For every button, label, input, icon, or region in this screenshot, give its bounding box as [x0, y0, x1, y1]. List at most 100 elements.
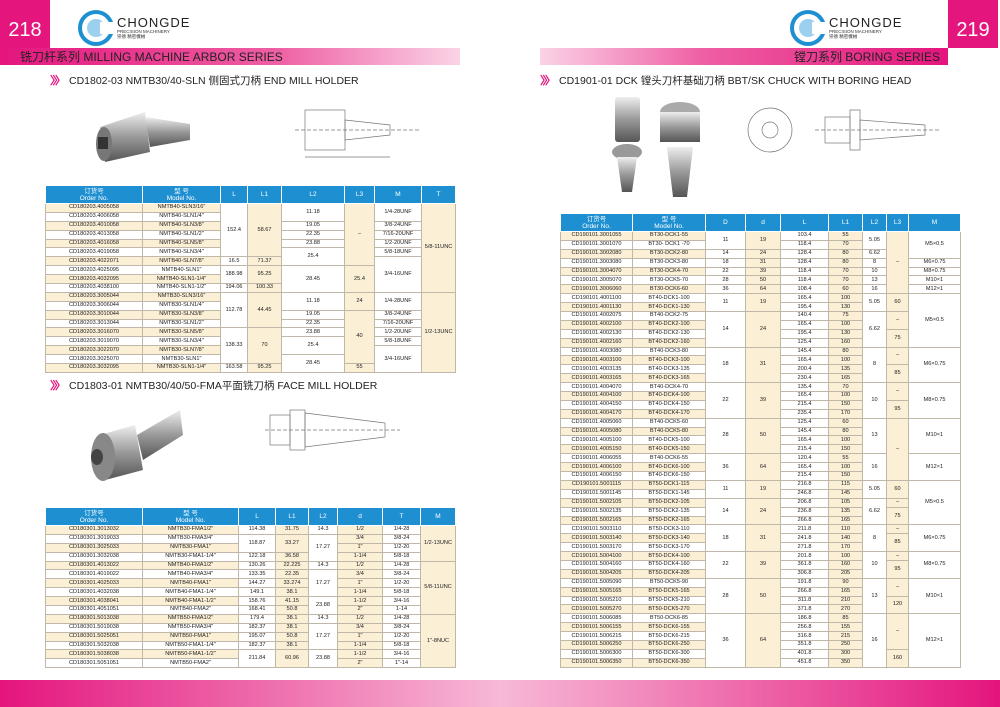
spec-cell: 16	[862, 613, 887, 668]
logo-zh: 崇德 精密機械	[829, 34, 858, 39]
spec-cell: 5/8-11UNC	[421, 203, 456, 293]
spec-cell: 22	[705, 551, 746, 579]
order-no-cell: CD180203.3010044	[45, 309, 143, 320]
spec-cell: 95.25	[247, 265, 282, 285]
table-row: CD180301.3032038 NMTB30-FMA1-1/4" 122.18 36…	[45, 551, 456, 562]
table-row: CD190101.5006350 BT50-DCK6-350 451.8 350	[560, 657, 961, 668]
model-no-cell: BT40-DCK2-130	[632, 328, 706, 339]
spec-cell: 60.96	[275, 649, 309, 669]
spec-cell: 24	[745, 311, 781, 348]
order-no-cell: CD190101.5004100	[560, 551, 633, 561]
logo-icon	[78, 10, 114, 46]
spec-cell: 371.8	[780, 604, 829, 615]
spec-cell: 38.1	[275, 587, 309, 598]
spec-cell: 17.27	[308, 569, 338, 598]
spec-cell: 28	[705, 577, 746, 615]
order-no-cell: CD190101.3005070	[560, 275, 633, 286]
spec-cell: 22.35	[275, 569, 309, 580]
spec-cell: 200.4	[780, 364, 829, 375]
spec-cell: 186.8	[780, 613, 829, 624]
spec-cell: 5/8-18	[382, 551, 421, 562]
order-no-cell: CD190101.4006100	[560, 462, 633, 473]
column-header-en: L2	[870, 219, 879, 226]
model-no-cell: NMTB30-SLN1/2"	[142, 318, 221, 329]
spec-cell: 31	[745, 257, 781, 268]
spec-cell: 19	[745, 293, 781, 313]
spec-cell: 1"-14	[382, 658, 421, 669]
face-mill-holder-image	[91, 410, 183, 481]
model-no-cell: BT50-DCK4-160	[632, 559, 706, 570]
spec-cell: 64	[745, 453, 781, 481]
table-row: CD190101.5006250 BT50-DCK6-250 351.8 250	[560, 639, 961, 650]
order-no-cell: CD180301.3025033	[45, 542, 143, 553]
spec-cell: 152.4	[220, 202, 248, 258]
face-mill-holder-drawing	[265, 409, 400, 451]
spec-cell: –	[344, 202, 375, 267]
spec-cell: 60	[828, 284, 863, 295]
model-no-cell: NMTB30-FMA1-1/4"	[142, 551, 239, 562]
spec-cell: 120.4	[780, 453, 829, 464]
spec-cell: 300	[828, 648, 863, 659]
spec-cell: 7/16-20UNF	[374, 318, 422, 329]
column-header: d	[337, 507, 383, 526]
spec-cell: 145.4	[780, 346, 829, 357]
spec-cell: M8×0.75	[908, 551, 961, 579]
spec-cell: 256.8	[780, 622, 829, 633]
spec-cell: 160	[828, 559, 863, 570]
spec-cell: 55	[828, 231, 863, 241]
spec-cell: 50.8	[275, 605, 309, 615]
column-header-en: Order No.	[79, 194, 109, 202]
column-header-zh: 型 号	[661, 215, 677, 223]
spec-cell: M6×0.75	[908, 346, 961, 384]
spec-cell: 1/4-28UNF	[374, 203, 422, 222]
spec-cell: 55	[344, 363, 375, 373]
spec-cell: 36.58	[275, 551, 309, 562]
spec-cell: 165.4	[780, 391, 829, 401]
table-row: CD180203.4038100 NMTB40-SLN1-1/2" 194.06 10…	[45, 283, 456, 293]
spec-cell: 1"	[337, 578, 383, 589]
model-no-cell: BT40-DCK4-100	[632, 391, 706, 401]
order-no-cell: CD180203.3019070	[45, 336, 143, 347]
spec-cell: M5×0.5	[908, 479, 961, 526]
order-no-cell: CD190101.3004070	[560, 266, 633, 277]
spec-cell: 165.4	[780, 462, 829, 473]
model-no-cell: BT30-DCK6-60	[632, 284, 706, 295]
column-header: d	[745, 213, 781, 232]
column-header-zh: 型 号	[174, 187, 189, 195]
model-no-cell: BT50-DCK5-270	[632, 604, 706, 615]
spec-cell: 1/2-13UNC	[420, 525, 456, 562]
spec-cell: 1-1/4	[337, 587, 383, 598]
spec-cell: 18	[705, 524, 746, 553]
spec-cell: 25.4	[281, 247, 345, 267]
spec-cell: 120	[886, 595, 909, 615]
order-no-cell: CD190101.4003080	[560, 346, 633, 357]
spec-cell: 100	[828, 551, 863, 561]
spec-cell: 50	[745, 417, 781, 455]
spec-cell: 58.67	[247, 202, 282, 258]
column-header: L1	[247, 185, 282, 204]
spec-cell: 70	[828, 266, 863, 277]
spec-cell: 3/8-24UNF	[374, 220, 422, 231]
model-no-cell: NMTB30-SLN5/8"	[142, 327, 221, 338]
spec-cell: 3/8-24	[382, 569, 421, 580]
spec-cell: 24	[344, 291, 375, 311]
spec-cell: 210	[828, 595, 863, 606]
table-row: CD190101.5001145 BT50-DCK1-145 246.8 145	[560, 488, 961, 499]
spec-cell: 165	[828, 586, 863, 597]
order-no-cell: CD190101.4004070	[560, 382, 633, 393]
spec-cell: 3/4-16	[382, 596, 421, 607]
spec-cell: 188.98	[220, 265, 248, 285]
order-no-cell: CD180203.4022071	[45, 256, 143, 267]
column-header: L3	[344, 185, 375, 204]
spec-cell: M6×0.75	[908, 524, 961, 553]
spec-cell: 215.4	[780, 444, 829, 455]
spec-cell: 11.18	[281, 203, 345, 222]
spec-cell: M5×0.5	[908, 293, 961, 348]
spec-cell: 14.3	[308, 560, 338, 571]
table-row: CD190101.5003170 BT50-DCK3-170 271.8 170	[560, 542, 961, 553]
logo-zh: 崇德 精密機械	[117, 34, 146, 39]
spec-cell: 1/2	[337, 560, 383, 571]
order-no-cell: CD190101.5005165	[560, 586, 633, 597]
spec-cell: 100	[828, 293, 863, 304]
spec-cell: 1"-8NUC	[420, 613, 456, 669]
